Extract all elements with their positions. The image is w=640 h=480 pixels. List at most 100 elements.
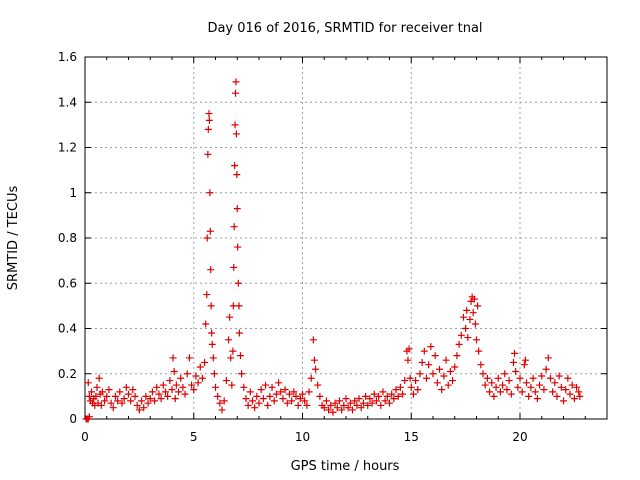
data-point xyxy=(111,392,119,400)
data-point xyxy=(270,397,278,405)
data-point xyxy=(420,347,428,355)
data-point xyxy=(181,390,189,398)
data-point xyxy=(533,395,541,403)
data-point xyxy=(109,404,117,412)
data-point xyxy=(116,388,124,396)
data-point xyxy=(206,227,214,235)
data-point xyxy=(406,374,414,382)
data-point xyxy=(194,379,202,387)
data-point xyxy=(342,395,350,403)
data-point xyxy=(175,388,183,396)
data-point xyxy=(244,401,252,409)
y-tick-label: 0.2 xyxy=(58,367,77,381)
data-point xyxy=(438,386,446,394)
x-axis: 0 5 10 15 20 xyxy=(81,57,586,444)
data-point xyxy=(201,358,209,366)
data-point xyxy=(288,397,296,405)
data-point xyxy=(118,399,126,407)
x-tick-label: 5 xyxy=(190,430,198,444)
data-point xyxy=(233,205,241,213)
data-point xyxy=(357,404,365,412)
data-point xyxy=(230,263,238,271)
data-point xyxy=(190,386,198,394)
data-point xyxy=(272,390,280,398)
data-point xyxy=(509,358,517,366)
data-point xyxy=(177,374,185,382)
data-point xyxy=(151,397,159,405)
data-point xyxy=(214,392,222,400)
data-point xyxy=(340,401,348,409)
data-point xyxy=(203,234,211,242)
data-point xyxy=(179,383,187,391)
data-point xyxy=(499,381,507,389)
data-point xyxy=(527,383,535,391)
data-point xyxy=(422,374,430,382)
data-point xyxy=(122,383,130,391)
data-point xyxy=(564,374,572,382)
data-point xyxy=(520,361,528,369)
data-point xyxy=(127,397,135,405)
chart-title: Day 016 of 2016, SRMTID for receiver tna… xyxy=(207,21,482,36)
data-point xyxy=(294,401,302,409)
data-point xyxy=(444,381,452,389)
data-point xyxy=(471,320,479,328)
data-point xyxy=(570,395,578,403)
x-axis-label: GPS time / hours xyxy=(291,459,400,474)
data-point xyxy=(414,386,422,394)
data-point xyxy=(544,354,552,362)
data-point xyxy=(301,397,309,405)
data-point xyxy=(333,404,341,412)
data-point xyxy=(346,399,354,407)
data-point xyxy=(436,365,444,373)
grid-lines xyxy=(85,57,607,419)
data-point xyxy=(549,388,557,396)
data-point xyxy=(483,374,491,382)
data-point xyxy=(133,401,141,409)
data-point xyxy=(148,388,156,396)
data-point xyxy=(351,397,359,405)
data-point xyxy=(576,392,584,400)
data-point xyxy=(205,116,213,124)
data-point xyxy=(377,401,385,409)
data-point xyxy=(440,372,448,380)
data-point xyxy=(159,381,167,389)
data-point xyxy=(125,390,132,398)
data-point xyxy=(98,388,106,396)
data-point xyxy=(353,401,361,409)
data-point xyxy=(93,383,101,391)
data-point xyxy=(153,383,161,391)
data-point xyxy=(320,404,328,412)
data-point xyxy=(557,383,565,391)
data-point xyxy=(120,395,128,403)
data-point xyxy=(212,383,219,391)
data-point xyxy=(144,399,152,407)
data-point xyxy=(85,413,93,421)
data-point xyxy=(246,388,254,396)
x-tick-label: 0 xyxy=(81,430,89,444)
data-point xyxy=(575,388,583,396)
data-point xyxy=(516,374,524,382)
data-point xyxy=(470,295,478,303)
data-point xyxy=(314,381,322,389)
data-point xyxy=(404,356,412,364)
data-point xyxy=(368,399,376,407)
data-point xyxy=(229,347,237,355)
data-point xyxy=(507,390,515,398)
data-point xyxy=(316,392,324,400)
data-point xyxy=(234,243,242,251)
data-point xyxy=(146,395,154,403)
data-point xyxy=(164,392,172,400)
y-axis-label: SRMTID / TECUs xyxy=(6,186,21,291)
data-point xyxy=(105,386,113,394)
data-point xyxy=(390,395,398,403)
data-point xyxy=(473,336,480,344)
data-point xyxy=(259,395,267,403)
data-point xyxy=(370,390,378,398)
data-point xyxy=(170,367,178,375)
data-point xyxy=(396,383,404,391)
data-point xyxy=(462,325,470,332)
data-point xyxy=(405,345,413,353)
data-point xyxy=(355,395,363,403)
data-point xyxy=(207,266,215,274)
